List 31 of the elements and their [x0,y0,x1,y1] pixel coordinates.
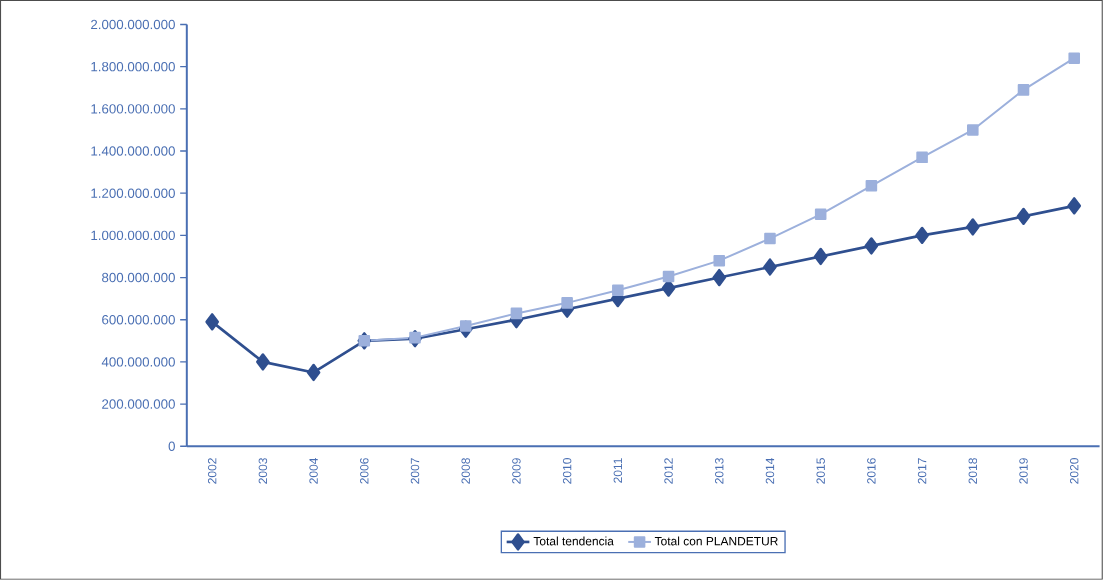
y-tick-label: 600.000.000 [102,315,175,325]
x-tick-label: 2010 [562,458,572,484]
y-tick-label: 2.000.000.000 [91,19,175,30]
x-tick-label: 2002 [207,458,217,484]
x-tick-label: 2006 [360,458,369,484]
x-tick-label: 2020 [1069,458,1079,484]
x-tick-label: 2004 [309,458,318,484]
legend-label: Total con PLANDETUR [654,536,778,546]
x-tick-label: 2008 [461,458,470,484]
y-tick-label: 800.000.000 [102,272,175,283]
x-tick-label: 2016 [867,458,876,484]
y-tick-label: 1.800.000.000 [91,62,175,72]
x-tick-label: 2007 [410,458,420,484]
x-tick-label: 2019 [1019,458,1028,484]
x-tick-label: 2017 [917,458,927,484]
x-tick-label: 2014 [765,458,775,484]
x-tick-label: 2012 [664,458,673,484]
y-tick-label: 1.400.000.000 [91,146,175,156]
x-tick-label: 2009 [512,458,521,484]
x-tick-label: 2018 [968,458,978,484]
x-tick-label: 2015 [816,458,825,484]
y-tick-label: 400.000.000 [101,357,175,367]
x-tick-label: 2011 [613,458,623,483]
legend-label: Total tendencia [533,536,614,546]
y-tick-label: 1.200.000.000 [91,188,175,198]
y-tick-label: 200.000.000 [102,399,175,409]
y-tick-label: 1.000.000.000 [91,230,175,241]
x-tick-label: 2013 [715,458,724,484]
y-tick-label: 1.600.000.000 [91,104,175,114]
y-tick-label: 0 [168,441,175,452]
x-tick-label: 2003 [258,458,268,484]
